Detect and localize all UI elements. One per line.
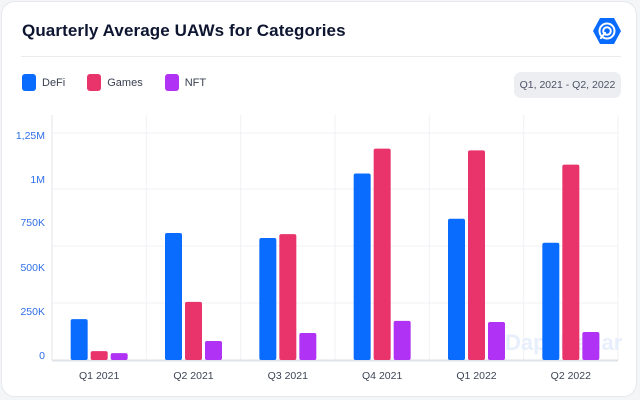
y-axis: 0 250K 500K 750K 1M 1,25M	[16, 130, 45, 362]
legend-item-games[interactable]: Games	[87, 74, 143, 91]
bar-nft-q3-2021[interactable]	[299, 333, 317, 360]
bar-defi-q3-2021[interactable]	[259, 237, 277, 360]
bar-nft-q2-2021[interactable]	[205, 340, 222, 360]
x-tick-label: Q1 2022	[456, 370, 496, 382]
bars	[70, 148, 600, 360]
legend-label-nft: NFT	[184, 76, 207, 89]
dappradar-logo-icon[interactable]	[592, 16, 622, 46]
bar-games-q2-2022[interactable]	[562, 164, 580, 360]
legend-label-games: Games	[107, 76, 143, 89]
bar-defi-q1-2022[interactable]	[448, 218, 465, 360]
bar-games-q3-2021[interactable]	[279, 234, 297, 360]
legend-swatch-nft	[164, 74, 179, 91]
grid-lines	[51, 115, 619, 362]
legend-label-defi: DeFi	[42, 76, 66, 89]
bar-games-q1-2021[interactable]	[90, 351, 108, 360]
bar-games-q4-2021[interactable]	[373, 148, 391, 360]
bar-nft-q1-2021[interactable]	[110, 353, 128, 360]
legend-item-defi[interactable]: DeFi	[22, 74, 65, 91]
bar-nft-q1-2022[interactable]	[488, 321, 505, 360]
chart-legend: DeFi Games NFT	[22, 74, 228, 91]
date-range-selector[interactable]: Q1, 2021 - Q2, 2022	[514, 72, 621, 98]
y-tick-label: 1M	[30, 174, 45, 186]
x-axis: Q1 2021 Q2 2021 Q3 2021 Q4 2021 Q1 2022 Q2 20…	[79, 370, 591, 382]
bar-nft-q2-2022[interactable]	[582, 331, 600, 360]
bar-defi-q2-2021[interactable]	[165, 233, 182, 360]
bar-defi-q1-2021[interactable]	[70, 319, 88, 360]
legend-item-nft[interactable]: NFT	[164, 74, 207, 91]
legend-swatch-games	[87, 74, 102, 91]
y-tick-label: 1,25M	[16, 130, 45, 142]
y-tick-label: 500K	[20, 262, 45, 274]
y-tick-label: 250K	[20, 306, 45, 318]
x-tick-label: Q1 2021	[79, 370, 119, 382]
bar-nft-q4-2021[interactable]	[393, 320, 411, 360]
bar-defi-q4-2021[interactable]	[353, 173, 371, 360]
x-tick-label: Q2 2022	[551, 370, 591, 382]
x-tick-label: Q4 2021	[362, 370, 402, 382]
legend-swatch-defi	[22, 74, 36, 91]
x-tick-label: Q3 2021	[268, 370, 308, 382]
bar-defi-q2-2022[interactable]	[542, 242, 560, 360]
bar-games-q1-2022[interactable]	[468, 150, 485, 360]
x-tick-label: Q2 2021	[173, 370, 213, 382]
y-tick-label: 0	[39, 350, 45, 362]
header-divider	[21, 56, 621, 57]
chart-title: Quarterly Average UAWs for Categories	[22, 21, 346, 40]
bar-games-q2-2021[interactable]	[185, 301, 202, 360]
y-tick-label: 750K	[20, 217, 45, 229]
